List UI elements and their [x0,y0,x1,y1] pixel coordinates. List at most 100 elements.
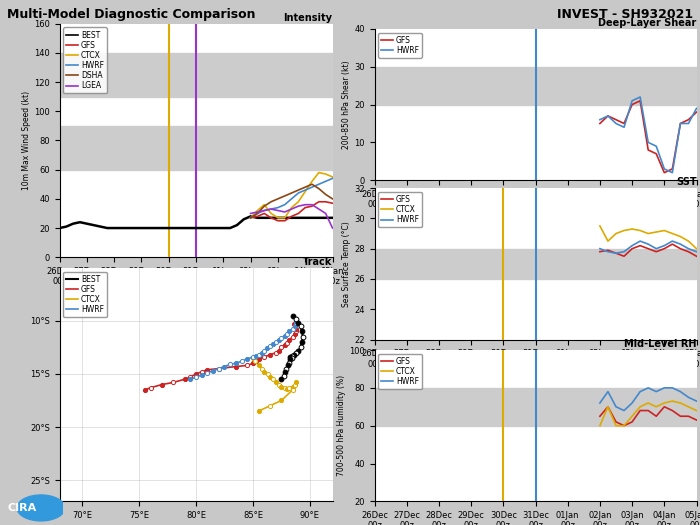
Point [139,386,150,394]
Point [280,364,291,373]
Point [253,407,264,415]
Point [236,357,247,365]
Point [290,349,302,357]
Point [241,355,253,363]
Point [287,325,298,333]
Point [284,327,295,335]
Bar [374,388,696,426]
Point [274,380,285,388]
Bar [60,126,332,170]
Point [284,359,295,368]
Point [251,352,262,360]
Point [265,373,276,381]
Point [281,339,293,348]
Point [196,371,207,379]
Legend: BEST, GFS, CTCX, HWRF: BEST, GFS, CTCX, HWRF [63,271,107,317]
Point [270,338,281,347]
Point [286,352,297,360]
Point [287,386,298,394]
Point [285,353,296,361]
Point [296,327,307,335]
Point [253,361,264,370]
Point [293,319,304,327]
Point [214,364,225,373]
Point [230,362,241,371]
Point [279,341,290,350]
Point [168,378,179,386]
Point [287,383,298,391]
Point [268,340,279,349]
Point [225,360,236,369]
Text: SST: SST [676,177,696,187]
Point [268,375,279,383]
Point [274,346,285,355]
Legend: GFS, CTCX, HWRF: GFS, CTCX, HWRF [378,354,422,389]
Point [253,355,264,363]
Point [279,384,290,392]
Y-axis label: 200-850 hPa Shear (kt): 200-850 hPa Shear (kt) [342,60,351,149]
Point [276,334,287,342]
Text: INVEST - SH932021: INVEST - SH932021 [557,8,693,21]
Point [185,373,196,381]
Point [185,375,196,383]
Point [259,353,270,361]
Point [261,344,272,353]
Point [230,359,241,368]
Point [290,378,302,386]
Point [247,354,258,362]
Point [289,329,300,338]
Point [265,351,276,359]
Point [247,353,258,361]
Point [290,325,302,333]
Legend: GFS, CTCX, HWRF: GFS, CTCX, HWRF [378,192,422,227]
Point [207,366,218,375]
Point [202,369,213,377]
Point [270,378,281,386]
Point [276,383,287,391]
Point [214,364,225,373]
Point [276,343,287,352]
Point [256,364,267,373]
Point [270,349,281,357]
Text: Mid-Level RH: Mid-Level RH [624,339,696,349]
Point [259,368,270,376]
Point [284,336,295,344]
Point [295,343,307,352]
Point [247,359,258,368]
Point [256,349,267,357]
Point [289,322,300,330]
Bar [374,249,696,279]
Point [145,384,156,392]
Point [281,329,293,338]
Point [287,332,298,341]
Text: Deep-Layer Shear: Deep-Layer Shear [598,18,696,28]
Point [293,346,304,355]
Text: Intensity: Intensity [284,13,332,23]
Point [298,332,309,341]
Point [287,311,298,320]
Point [286,354,297,362]
Legend: BEST, GFS, CTCX, HWRF, DSHA, LGEA: BEST, GFS, CTCX, HWRF, DSHA, LGEA [63,27,107,93]
Point [290,327,302,335]
Point [262,370,273,378]
Text: Multi-Model Diagnostic Comparison: Multi-Model Diagnostic Comparison [7,8,256,21]
Point [281,385,293,393]
Point [285,355,296,363]
Point [279,368,290,376]
Point [196,368,207,376]
Bar [60,53,332,97]
Point [259,346,270,355]
Text: Track: Track [303,257,332,267]
Point [290,319,302,327]
Point [265,402,276,410]
Text: CIRA: CIRA [8,503,37,513]
Point [253,351,264,359]
Y-axis label: 10m Max Wind Speed (kt): 10m Max Wind Speed (kt) [22,91,31,190]
Point [284,384,295,392]
Point [290,314,302,323]
Point [283,361,294,370]
Bar [374,67,696,104]
Point [219,362,230,371]
Point [296,338,307,347]
Y-axis label: Sea Surface Temp (°C): Sea Surface Temp (°C) [342,221,351,307]
